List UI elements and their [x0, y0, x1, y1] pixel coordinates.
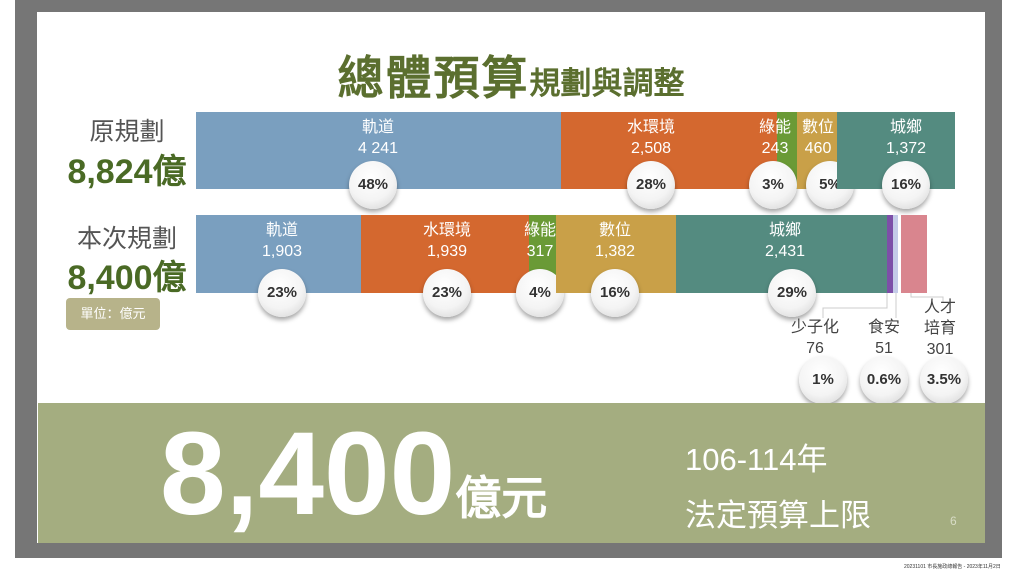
segment-value: 1,939: [426, 243, 468, 260]
percent-badge: 16%: [882, 161, 930, 209]
segment-label: 城鄉 1,372: [886, 117, 926, 159]
segment-value: 1,372: [885, 140, 927, 157]
summary-panel: [38, 403, 985, 543]
percent-badge: 3%: [749, 161, 797, 209]
percent-badge: 29%: [768, 269, 816, 317]
segment-label: 少子化 76: [791, 317, 839, 359]
percent-badge: 48%: [349, 161, 397, 209]
segment-value: 76: [806, 340, 824, 357]
percent-badge: 3.5%: [920, 356, 968, 404]
unit-badge: 單位：億元: [66, 298, 160, 330]
segment-name: 綠能: [758, 119, 792, 136]
segment-name: 食安: [867, 319, 901, 336]
segment-name: 城鄉: [768, 222, 802, 239]
segment-name: 水環境: [422, 222, 472, 239]
segment-name: 數位: [598, 222, 632, 239]
footer-text: 20231101 市長施政總報告 - 2023年11月2日: [904, 564, 1001, 570]
percent-badge: 0.6%: [860, 356, 908, 404]
total-amount-unit: 億元: [455, 472, 548, 524]
segment-name: 人才 培育: [923, 299, 957, 337]
segment-name: 軌道: [265, 222, 299, 239]
segment-value: 1,903: [261, 243, 303, 260]
bar-segment: [886, 215, 894, 293]
segment-value: 460: [804, 140, 832, 157]
segment-value: 243: [761, 140, 789, 157]
percent-badge: 23%: [423, 269, 471, 317]
segment-value: 317: [526, 243, 554, 260]
row-total-current: 8,400億: [67, 259, 187, 297]
segment-value: 301: [926, 341, 954, 358]
row-name-original: 原規劃: [89, 118, 165, 146]
segment-name: 城鄉: [889, 119, 923, 136]
bar-segment: [900, 215, 927, 293]
segment-label: 軌道 4 241: [358, 117, 398, 159]
segment-label: 綠能 317: [524, 220, 556, 262]
period-text: 106-114年: [685, 442, 828, 477]
connector-talent: [910, 293, 944, 302]
page-number: 6: [950, 514, 957, 528]
budget-limit-text: 法定預算上限: [685, 498, 871, 533]
percent-badge: 23%: [258, 269, 306, 317]
segment-value: 51: [875, 340, 893, 357]
segment-name: 水環境: [626, 119, 676, 136]
segment-label: 軌道 1,903: [262, 220, 302, 262]
total-amount: 8,400億元: [160, 404, 547, 543]
segment-label: 水環境 2,508: [627, 117, 675, 159]
connector-lines: [822, 293, 944, 318]
segment-name: 數位: [801, 119, 835, 136]
percent-badge: 4%: [516, 269, 564, 317]
bar-segment: [893, 215, 898, 293]
segment-name: 少子化: [790, 319, 840, 336]
row-name-current: 本次規劃: [76, 225, 177, 253]
segment-label: 人才 培育 301: [924, 297, 956, 360]
connector-children: [822, 293, 888, 318]
percent-badge: 1%: [799, 356, 847, 404]
segment-label: 數位 460: [802, 117, 834, 159]
segment-name: 綠能: [523, 222, 557, 239]
segment-label: 食安 51: [868, 317, 900, 359]
percent-badge: 16%: [591, 269, 639, 317]
slide-title: 總體預算規劃與調整: [37, 42, 985, 108]
slide: 總體預算規劃與調整 原規劃 8,824億 本次規劃 8,400億 單位：億元 軌…: [37, 12, 985, 543]
segment-value: 4 241: [357, 140, 399, 157]
segment-label: 綠能 243: [759, 117, 791, 159]
segment-name: 軌道: [361, 119, 395, 136]
row-total-original: 8,824億: [67, 153, 187, 191]
segment-label: 城鄉 2,431: [765, 220, 805, 262]
title-main: 總體預算: [337, 52, 530, 104]
segment-label: 水環境 1,939: [423, 220, 471, 262]
stacked-bar-chart: 軌道 4 241 48% 水環境 2,508 28% 綠能 243 3% 數位 460 5% 城鄉 1,3…: [37, 12, 985, 412]
title-sub: 規劃與調整: [529, 66, 685, 101]
total-amount-value: 8,400: [160, 408, 456, 540]
segment-value: 2,508: [630, 140, 672, 157]
segment-value: 2,431: [764, 243, 806, 260]
percent-badge: 28%: [627, 161, 675, 209]
segment-label: 數位 1,382: [595, 220, 635, 262]
segment-value: 1,382: [594, 243, 636, 260]
